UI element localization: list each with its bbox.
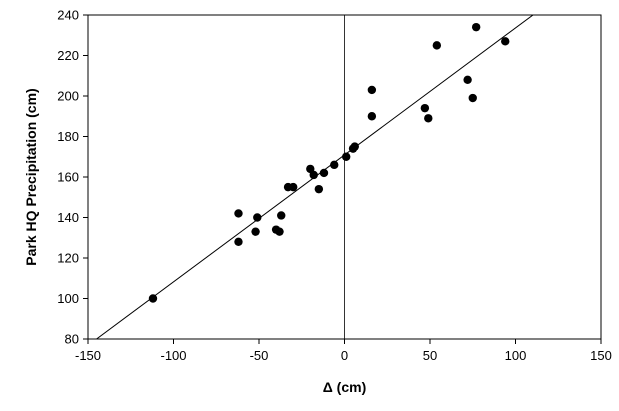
data-point — [367, 112, 377, 121]
data-point — [148, 294, 158, 303]
data-point — [275, 227, 284, 236]
data-point — [330, 160, 339, 170]
regression-line — [96, 15, 534, 339]
data-point — [468, 93, 477, 103]
x-axis-title: Δ (cm) — [323, 379, 367, 395]
x-tick-label: 100 — [505, 348, 527, 363]
data-point — [234, 209, 243, 218]
data-point — [424, 114, 433, 123]
y-tick-label: 80 — [65, 332, 79, 347]
y-tick-label: 220 — [57, 48, 79, 63]
axes — [83, 14, 602, 344]
data-points — [148, 22, 510, 303]
data-point — [471, 22, 481, 32]
y-axis-title: Park HQ Precipitation (cm) — [23, 88, 39, 265]
data-point — [463, 75, 472, 85]
data-point — [309, 170, 318, 180]
x-tick-label: 50 — [423, 348, 437, 363]
y-tick-label: 160 — [57, 170, 79, 185]
x-tick-label: -100 — [160, 348, 186, 363]
data-point — [251, 227, 260, 236]
fit-line-group — [96, 15, 534, 339]
y-tick-label: 240 — [57, 8, 79, 23]
y-tick-label: 100 — [57, 291, 79, 306]
y-tick-label: 120 — [57, 251, 79, 266]
data-point — [314, 184, 324, 194]
data-point — [319, 168, 329, 178]
x-tick-label: -150 — [75, 348, 101, 363]
data-point — [420, 103, 430, 113]
tick-labels: -150 -100 -50 0 50 100 150 80 100 120 140 160 180 200… — [57, 8, 612, 364]
x-tick-label: 0 — [341, 348, 348, 363]
x-tick-label: 150 — [590, 348, 612, 363]
x-tick-label: -50 — [250, 348, 269, 363]
data-point — [342, 152, 351, 161]
data-point — [277, 211, 286, 220]
data-point — [350, 142, 359, 151]
data-point — [289, 182, 298, 192]
y-tick-label: 200 — [57, 89, 79, 104]
data-point — [501, 37, 510, 46]
data-point — [253, 213, 262, 222]
data-point — [432, 41, 442, 50]
y-tick-label: 140 — [57, 210, 79, 225]
data-point — [367, 85, 377, 95]
y-tick-label: 180 — [57, 129, 79, 144]
data-point — [234, 237, 243, 246]
